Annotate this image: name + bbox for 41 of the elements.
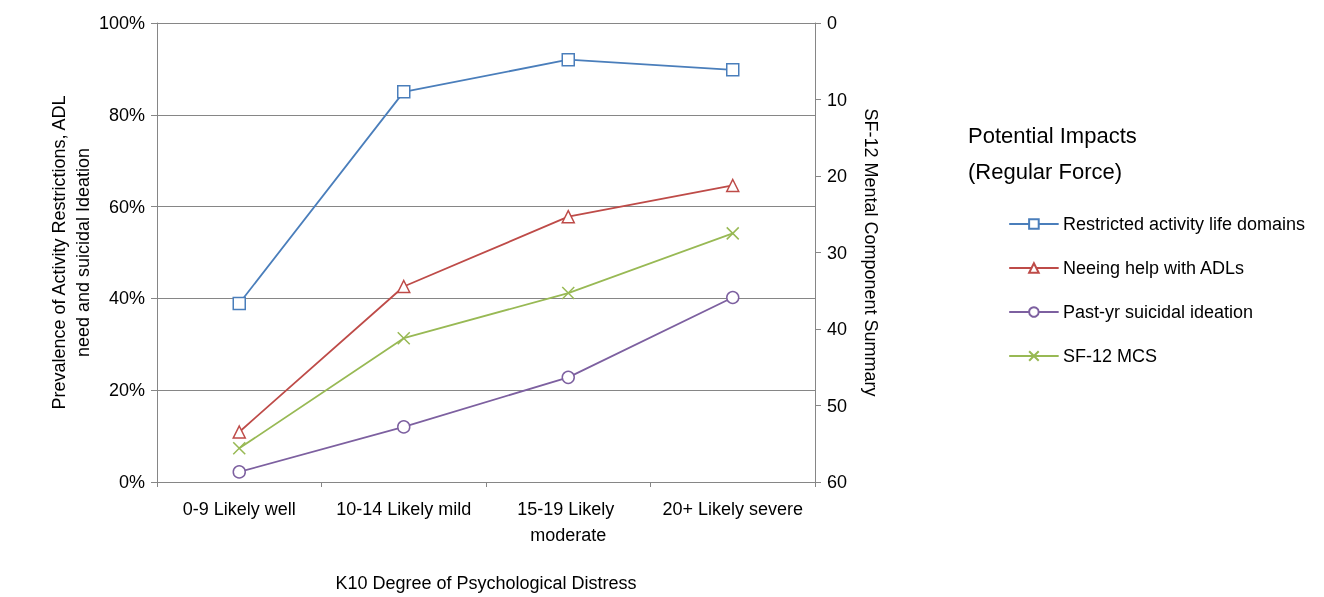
point xyxy=(232,296,246,311)
y2-tick-label: 20 xyxy=(827,166,848,186)
legend-label: Restricted activity life domains xyxy=(1062,214,1306,234)
legend-label: SF-12 MCS xyxy=(1062,346,1157,366)
point xyxy=(232,465,246,479)
legend-label: Past-yr suicidal ideation xyxy=(1062,302,1254,322)
y2-tick-label: 60 xyxy=(827,472,848,492)
point xyxy=(232,425,246,439)
y-tick-label: 100% xyxy=(98,13,145,33)
point xyxy=(726,63,740,77)
x-tick-label: 0-9 Likely well xyxy=(182,499,296,519)
point xyxy=(561,370,575,385)
x-tick-label: 15-19 Likely moderate xyxy=(517,499,620,545)
y-axis-title: Prevalence of Activity Restrictions, ADL need and suicidal Ideation xyxy=(49,95,93,410)
point xyxy=(397,85,411,99)
y-tick-label: 80% xyxy=(108,104,145,125)
y-tick-label: 40% xyxy=(108,288,145,309)
y-tick-label: 60% xyxy=(108,196,145,217)
point xyxy=(397,420,411,434)
point xyxy=(726,290,740,305)
y2-tick-label: 10 xyxy=(827,89,848,110)
y-tick-label: 0% xyxy=(118,472,145,492)
point xyxy=(232,441,246,456)
point xyxy=(726,178,740,193)
x-tick-label: 10-14 Likely mild xyxy=(336,499,472,519)
x-axis-title: K10 Degree of Psychological Distress xyxy=(335,573,637,593)
legend-label: Neeing help with ADLs xyxy=(1062,258,1245,278)
point xyxy=(561,209,575,224)
legend-title: Potential Impacts (Regular Force) xyxy=(968,122,1137,184)
y2-tick-label: 30 xyxy=(827,242,848,263)
point xyxy=(561,52,575,67)
y2-tick-label: 40 xyxy=(827,319,848,339)
point xyxy=(561,286,575,300)
point xyxy=(397,279,411,294)
y2-tick-label: 0 xyxy=(827,13,838,33)
y2-tick-label: 50 xyxy=(827,395,848,416)
y2-axis-title: SF-12 Mental Component Summary xyxy=(861,108,881,397)
point xyxy=(726,226,740,241)
x-tick-label: 20+ Likely severe xyxy=(662,499,804,519)
point xyxy=(397,331,411,345)
y-tick-label: 20% xyxy=(108,380,145,401)
